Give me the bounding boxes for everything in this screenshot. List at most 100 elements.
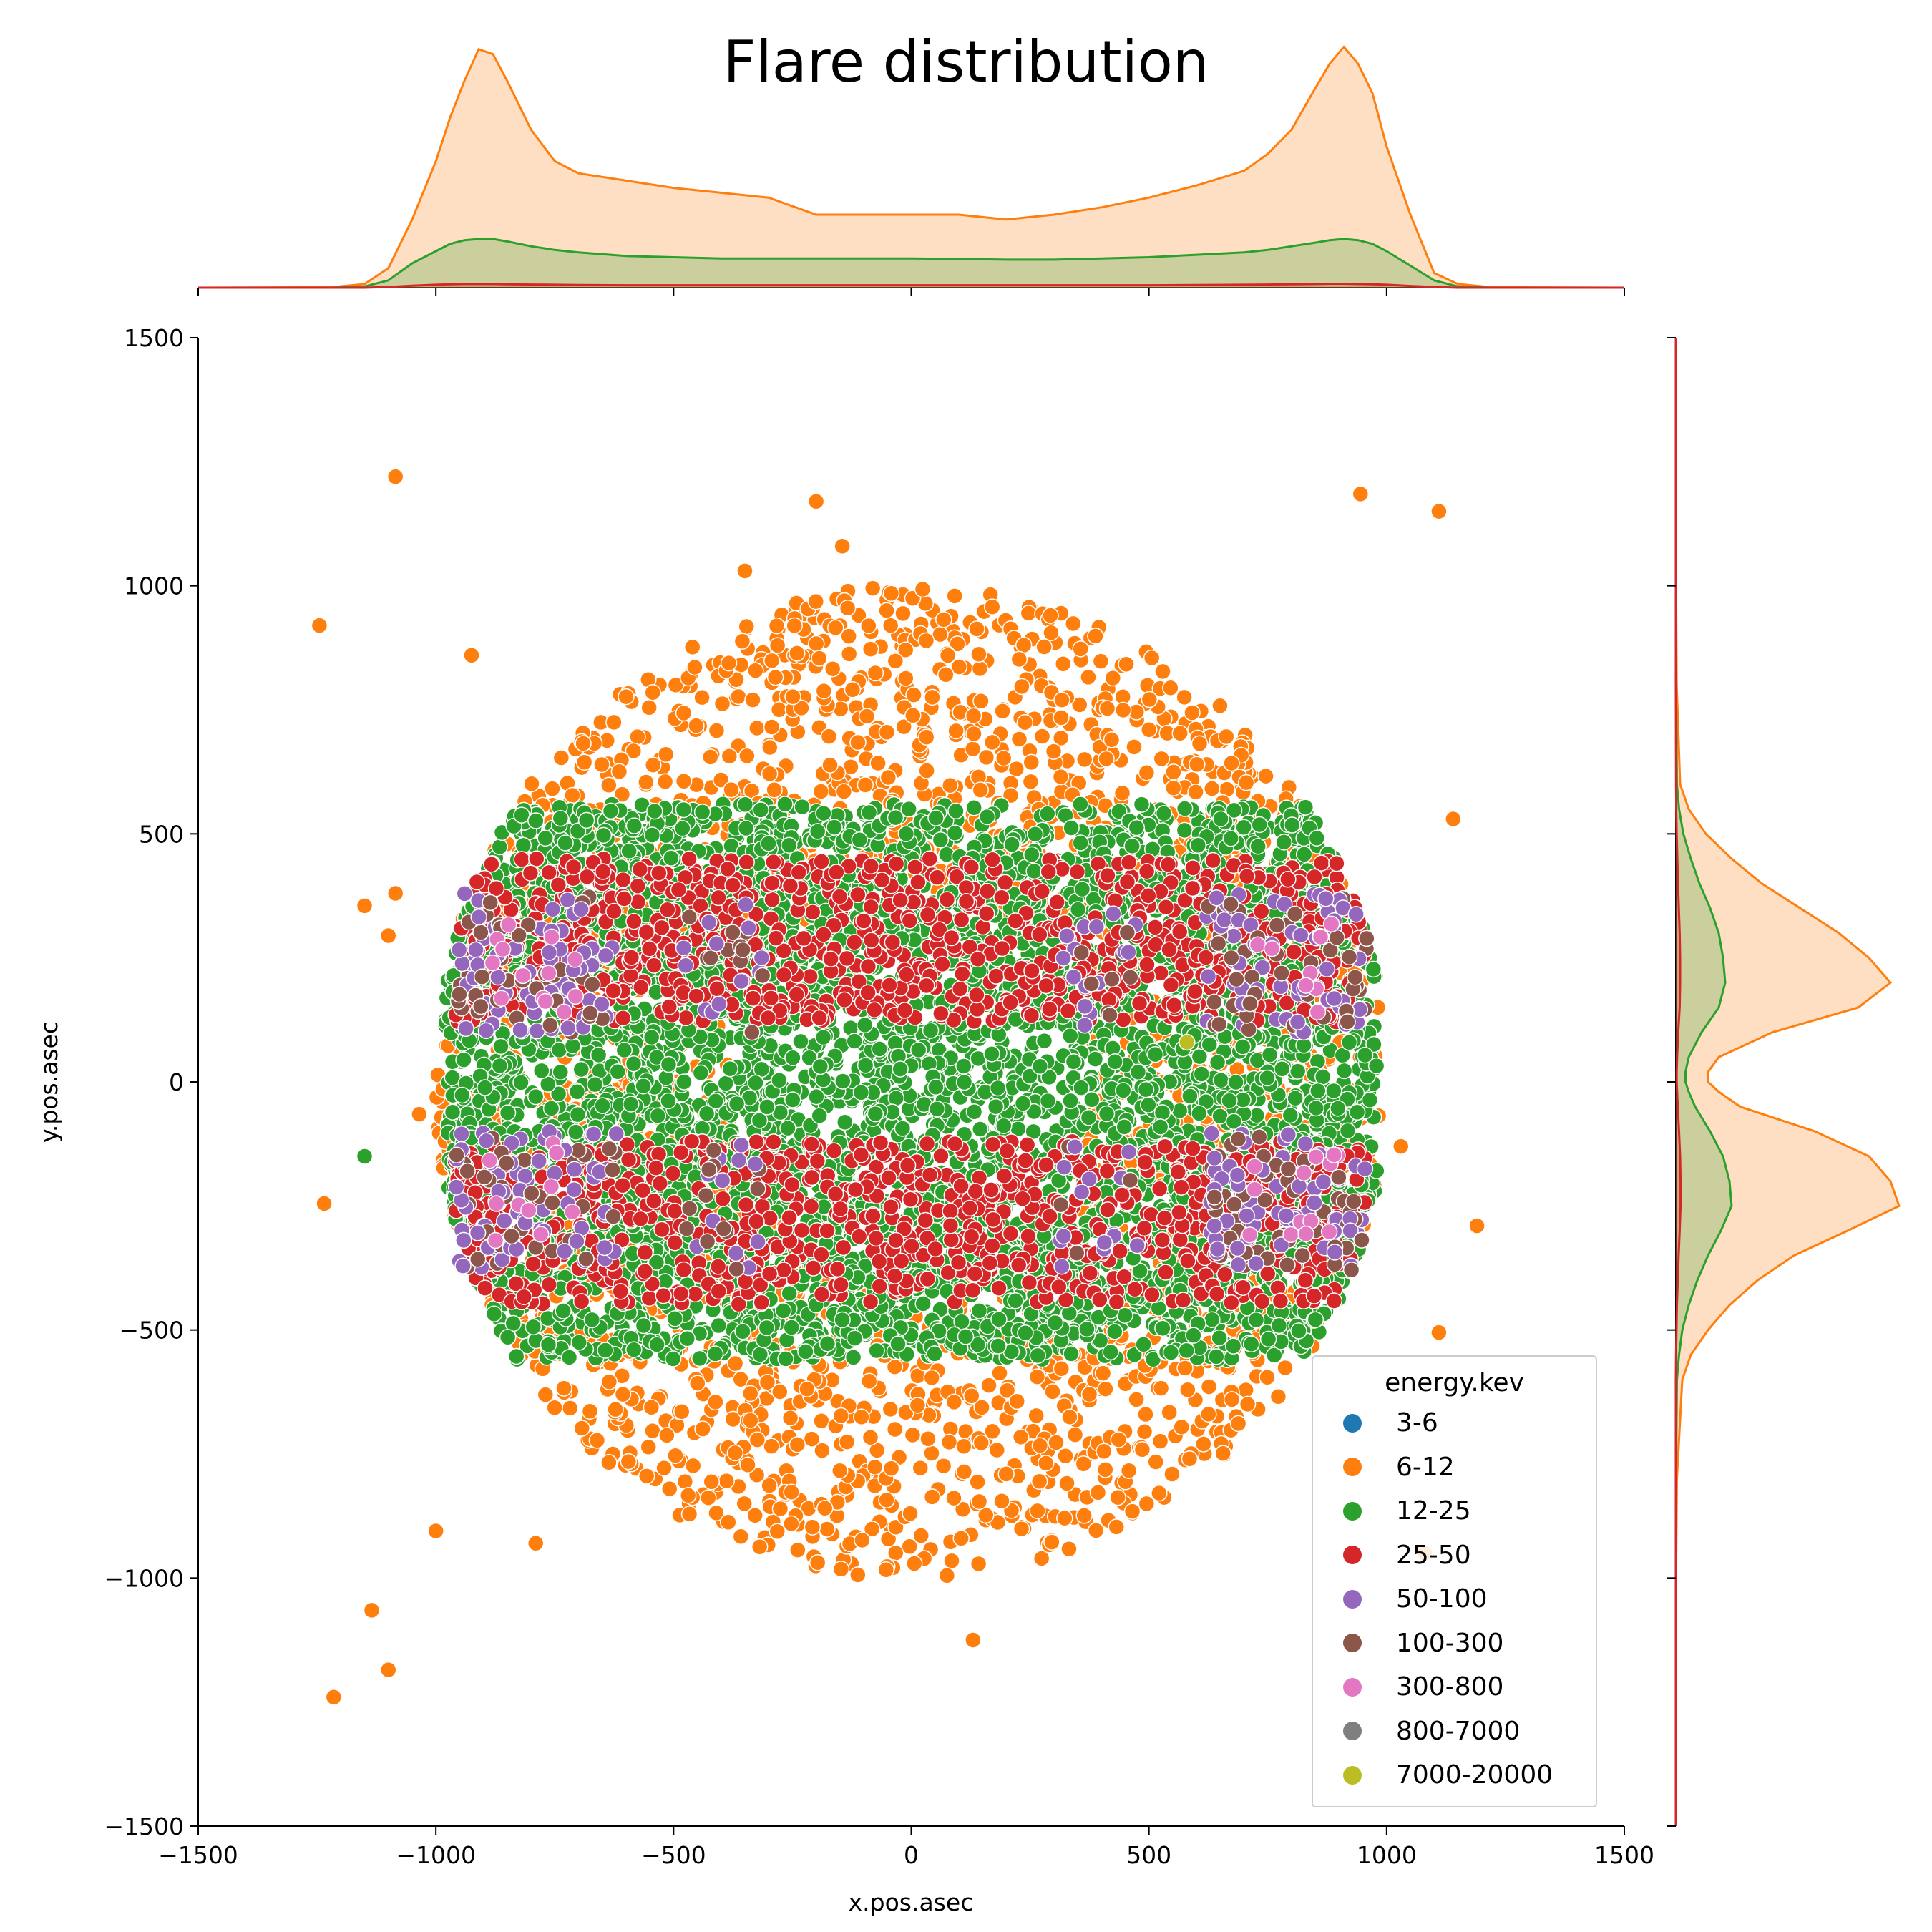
point-6-12 <box>945 1393 963 1411</box>
point-6-12 <box>726 1444 744 1462</box>
marginal-y-density <box>1674 338 1901 1826</box>
point-6-12 <box>789 1436 806 1453</box>
point-6-12 <box>656 773 674 791</box>
point-6-12 <box>618 688 635 706</box>
point-6-12 <box>640 1438 657 1456</box>
point-6-12 <box>969 1473 986 1491</box>
point-6-12 <box>561 1400 579 1417</box>
point-6-12 <box>1072 640 1089 658</box>
point-6-12 <box>1057 1447 1074 1465</box>
point-6-12 <box>655 1459 673 1477</box>
point-6-12 <box>789 645 806 662</box>
point-6-12 <box>882 617 899 634</box>
point-6-12 <box>1153 750 1171 768</box>
point-6-12 <box>942 776 959 794</box>
point-6-12 <box>1016 713 1034 731</box>
point-6-12 <box>1120 1462 1138 1479</box>
point-6-12 <box>784 688 801 706</box>
point-6-12 <box>917 728 935 746</box>
point-6-12 <box>993 1493 1010 1510</box>
point-12-25 <box>1176 821 1194 839</box>
point-6-12 <box>614 1385 632 1403</box>
point-6-12 <box>1126 738 1143 756</box>
point-6-12 <box>857 776 874 794</box>
point-6-12 <box>726 1355 744 1372</box>
point-6-12 <box>988 1441 1005 1459</box>
point-6-12 <box>977 1506 995 1524</box>
point-6-12 <box>877 1561 894 1579</box>
point-6-12 <box>723 781 740 799</box>
point-6-12 <box>1147 1453 1165 1470</box>
point-12-25 <box>965 799 982 816</box>
point-6-12 <box>1161 1403 1178 1421</box>
point-6-12 <box>882 1400 899 1418</box>
point-6-12 <box>860 617 877 635</box>
point-6-12 <box>732 1528 750 1545</box>
point-6-12 <box>747 662 764 679</box>
point-6-12 <box>1269 1387 1287 1405</box>
point-6-12 <box>1128 1391 1145 1408</box>
point-6-12 <box>763 718 781 736</box>
point-12-25 <box>1209 1053 1226 1071</box>
point-6-12 <box>720 654 738 672</box>
marginal-x-line-25-50 <box>198 283 1624 289</box>
point-6-12 <box>1237 774 1255 791</box>
point-6-12 <box>1257 767 1274 785</box>
point-6-12 <box>820 728 838 745</box>
point-6-12 <box>1140 721 1158 738</box>
point-6-12 <box>1239 1395 1257 1413</box>
point-6-12 <box>940 1433 958 1451</box>
point-6-12 <box>1013 1520 1030 1538</box>
point-6-12 <box>675 704 693 722</box>
point-6-12 <box>739 1456 756 1473</box>
point-6-12 <box>878 1491 895 1509</box>
point-6-12 <box>878 602 895 619</box>
point-6-12 <box>766 668 784 686</box>
point-6-12 <box>972 781 990 799</box>
point-6-12 <box>918 762 935 779</box>
point-6-12 <box>1108 1518 1125 1536</box>
point-6-12 <box>1087 1522 1105 1539</box>
point-6-12 <box>1028 1368 1046 1385</box>
point-6-12 <box>1033 1550 1050 1567</box>
point-6-12 <box>613 786 631 803</box>
point-6-12 <box>914 580 932 598</box>
point-6-12 <box>923 1488 941 1506</box>
point-6-12 <box>807 592 825 610</box>
point-6-12 <box>600 776 618 794</box>
point-6-12 <box>938 1566 956 1584</box>
point-6-12 <box>1103 731 1121 748</box>
point-6-12 <box>720 1513 737 1531</box>
point-6-12 <box>815 682 833 700</box>
point-6-12 <box>970 645 987 663</box>
point-6-12 <box>1075 751 1093 769</box>
point-6-12 <box>644 1422 661 1440</box>
point-6-12 <box>862 1428 879 1446</box>
point-6-12 <box>952 1530 970 1547</box>
point-6-12 <box>738 618 756 635</box>
point-6-12 <box>1204 780 1221 797</box>
point-6-12 <box>984 733 1001 751</box>
point-6-12 <box>643 1398 660 1416</box>
point-6-12 <box>1035 638 1053 655</box>
point-6-12 <box>972 693 990 710</box>
point-6-12 <box>1033 728 1051 745</box>
point-6-12 <box>689 1375 706 1392</box>
point-6-12 <box>694 1420 711 1438</box>
point-6-12 <box>702 748 719 766</box>
point-6-12 <box>1008 760 1025 778</box>
point-6-12 <box>1187 783 1204 801</box>
point-6-12 <box>965 707 982 724</box>
point-6-12 <box>555 1380 572 1397</box>
scatter-points <box>428 580 1387 1584</box>
point-6-12 <box>1123 1503 1141 1520</box>
point-6-12 <box>683 638 701 656</box>
point-6-12 <box>600 1373 618 1390</box>
point-6-12 <box>1184 704 1201 721</box>
point-6-12 <box>1098 750 1115 768</box>
point-6-12 <box>1110 1431 1128 1448</box>
point-6-12 <box>1054 655 1072 673</box>
point-6-12 <box>1010 731 1028 748</box>
point-6-12 <box>991 1365 1008 1382</box>
